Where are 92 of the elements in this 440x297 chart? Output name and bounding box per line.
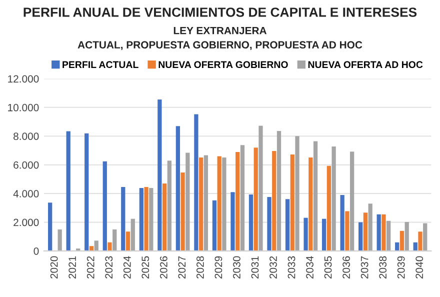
bar: [276, 130, 282, 251]
bar: [376, 214, 381, 251]
bar: [363, 212, 368, 251]
bar: [112, 229, 117, 251]
bar: [108, 242, 112, 251]
x-tick-label: 2020: [50, 256, 58, 278]
x-tick-label: 2031: [251, 256, 259, 278]
x-tick-label: 2040: [416, 256, 424, 278]
bar: [340, 194, 344, 251]
bar: [222, 158, 226, 251]
bar: [272, 151, 276, 251]
y-tick-label: 2.000: [14, 218, 39, 226]
bar: [423, 223, 428, 251]
x-tick-label: 2022: [86, 256, 94, 278]
bar: [167, 160, 172, 251]
legend-label: NUEVA OFERTA AD HOC: [308, 61, 423, 68]
chart-title: PERFIL ANUAL DE VENCIMIENTOS DE CAPITAL E INTERESES: [24, 8, 417, 17]
x-tick-label: 2026: [160, 256, 168, 278]
bar: [368, 204, 372, 251]
x-tick-label: 2024: [123, 256, 131, 278]
x-tick-label: 2025: [142, 256, 150, 278]
y-tick-label: 6.000: [14, 161, 39, 169]
bar: [322, 218, 326, 251]
x-tick-label: 2029: [214, 256, 222, 278]
bar: [180, 172, 185, 251]
bar: [48, 202, 52, 251]
bar: [102, 161, 107, 251]
bar: [400, 230, 404, 251]
y-tick-label: 0: [34, 247, 39, 255]
bar: [285, 199, 290, 251]
bar: [350, 152, 354, 251]
bar: [162, 183, 167, 251]
bar: [199, 158, 204, 251]
bar: [258, 126, 263, 251]
bar: [345, 211, 350, 251]
bar: [66, 131, 70, 251]
x-tick-label: 2035: [324, 256, 332, 278]
bar: [84, 133, 89, 251]
bar: [230, 192, 235, 251]
bar: [58, 229, 62, 251]
bar: [130, 218, 135, 251]
x-tick-label: 2037: [360, 256, 368, 278]
bar: [313, 141, 318, 251]
x-tick-label: 2032: [270, 256, 277, 278]
bar: [240, 145, 245, 251]
bar: [358, 222, 363, 251]
x-tick-label: 2039: [397, 256, 405, 278]
bar: [121, 186, 126, 251]
bar: [404, 222, 409, 251]
bar: [308, 158, 313, 251]
bar: [418, 232, 422, 251]
bar: [295, 136, 300, 251]
bar: [176, 126, 180, 251]
legend-label: NUEVA OFERTA GOBIERNO: [158, 61, 288, 68]
bar: [304, 218, 308, 251]
bar: [386, 220, 391, 251]
bar: [395, 242, 400, 251]
y-tick-label: 4.000: [13, 190, 39, 198]
chart-subtitle: LEY EXTRANJERA ACTUAL, PROPUESTA GOBIERNO, PROPUESTA AD HOC: [78, 27, 362, 50]
y-tick-label: 8.000: [14, 132, 39, 140]
x-tick-label: 2036: [342, 256, 350, 278]
bar: [332, 146, 336, 251]
bar: [194, 114, 198, 251]
bar: [158, 100, 162, 251]
y-tick-label: 12.000: [8, 75, 39, 83]
bar: [126, 232, 130, 251]
bar: [94, 240, 98, 251]
bar: [413, 242, 418, 251]
x-tick-label: 2021: [68, 256, 76, 278]
x-tick-label: 2030: [233, 256, 240, 278]
x-tick-label: 2023: [105, 256, 113, 278]
bar: [290, 154, 294, 251]
bar: [267, 196, 272, 251]
bar: [144, 186, 148, 251]
bar: [149, 188, 154, 251]
x-tick-label: 2027: [178, 256, 186, 278]
x-tick-label: 2034: [306, 256, 314, 278]
bar: [186, 152, 190, 251]
x-tick-label: 2033: [288, 256, 296, 278]
bar: [212, 200, 217, 251]
legend-label: PERFIL ACTUAL: [62, 61, 138, 68]
bar: [326, 166, 331, 251]
bar: [382, 214, 386, 251]
bar: [217, 156, 222, 251]
bar: [248, 194, 254, 251]
bar: [204, 155, 208, 251]
bar: [254, 148, 258, 251]
x-tick-label: 2038: [379, 256, 387, 278]
y-tick-label: 10.000: [8, 104, 39, 112]
bar: [139, 188, 144, 251]
bar: [236, 152, 240, 251]
x-tick-label: 2028: [196, 256, 204, 278]
